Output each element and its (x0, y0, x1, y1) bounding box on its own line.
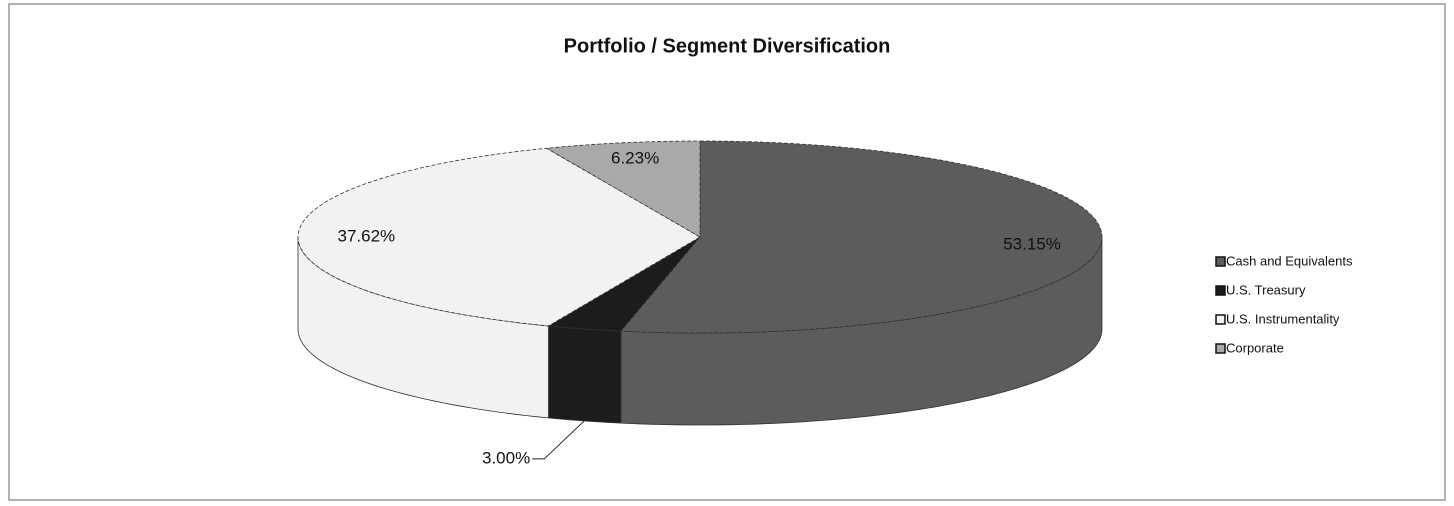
data-label: 37.62% (338, 227, 396, 246)
legend-label: U.S. Instrumentality (1226, 311, 1340, 326)
legend-label: U.S. Treasury (1226, 282, 1306, 297)
pie: 53.15% 3.00% 37.62% 6.23% (297, 140, 1103, 467)
slice (545, 140, 701, 238)
legend-swatch (1215, 285, 1226, 296)
legend: Cash and Equivalents U.S. Treasury U.S. In… (1215, 253, 1353, 355)
legend-label: Cash and Equivalents (1226, 253, 1353, 268)
legend-swatch (1215, 343, 1226, 354)
leader-line (532, 420, 585, 460)
data-label: 3.00% (482, 448, 530, 467)
slice (547, 236, 701, 332)
chart-title: Portfolio / Segment Diversification (564, 35, 891, 57)
slice (297, 147, 701, 327)
data-label: 6.23% (611, 148, 659, 167)
data-label: 53.15% (1003, 234, 1061, 253)
legend-swatch (1215, 314, 1226, 325)
legend-swatch (1215, 256, 1226, 267)
legend-label: Corporate (1226, 340, 1284, 355)
slice-side (548, 325, 622, 424)
slice (620, 140, 1103, 334)
